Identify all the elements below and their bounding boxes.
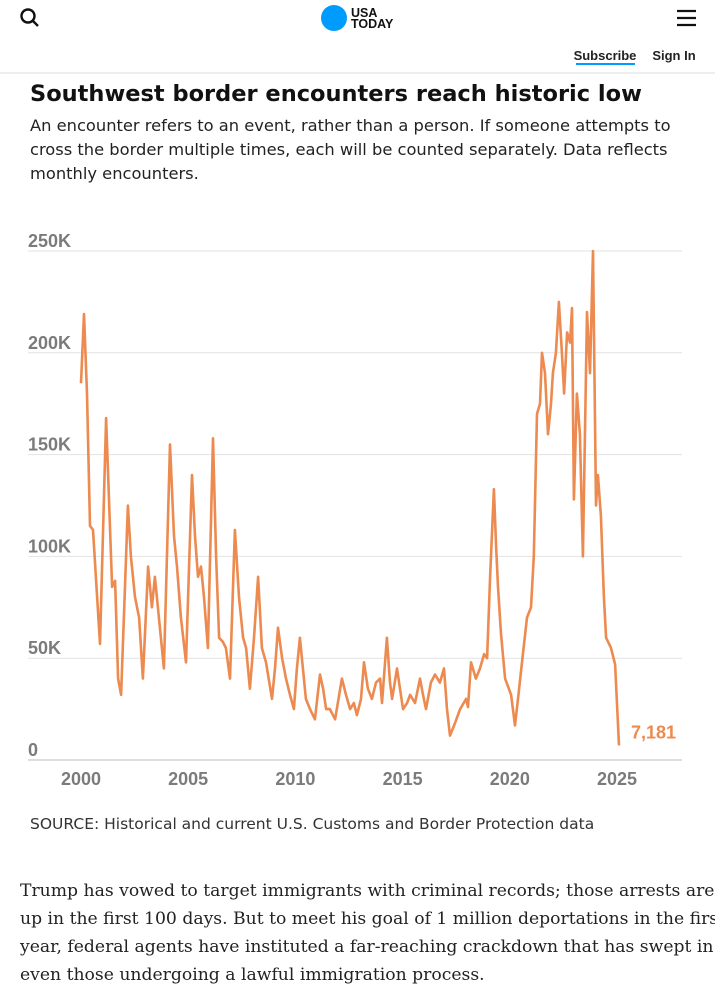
- y-tick-label: 150K: [28, 435, 71, 455]
- x-tick-label: 2010: [275, 769, 315, 789]
- x-tick-label: 2000: [61, 769, 101, 789]
- search-lens: [20, 8, 36, 24]
- y-tick-label: 250K: [28, 231, 71, 251]
- article-text: up in the first 100 days. But to meet hi…: [20, 909, 715, 929]
- search-icon[interactable]: [20, 8, 39, 27]
- logo-text: TODAY: [351, 17, 394, 31]
- y-tick-label: 200K: [28, 333, 71, 353]
- search-handle: [32, 20, 39, 27]
- data-line: [79, 249, 621, 746]
- x-tick-label: 2015: [383, 769, 423, 789]
- y-tick-label: 50K: [28, 638, 61, 658]
- x-tick-label: 2020: [490, 769, 530, 789]
- x-tick-label: 2025: [597, 769, 637, 789]
- chart-subtitle: cross the border multiple times, each wi…: [30, 140, 668, 159]
- y-tick-label: 0: [28, 740, 38, 760]
- x-tick-label: 2005: [168, 769, 208, 789]
- article-text: year, federal agents have instituted a f…: [19, 937, 713, 957]
- article-text: Trump has vowed to target immigrants wit…: [20, 881, 714, 901]
- logo-dot[interactable]: [321, 5, 347, 31]
- y-tick-label: 100K: [28, 536, 71, 556]
- logo-text: USA: [351, 6, 377, 20]
- chart-title: Southwest border encounters reach histor…: [30, 81, 642, 107]
- chart-source: SOURCE: Historical and current U.S. Cust…: [30, 815, 594, 833]
- menu-icon[interactable]: [677, 9, 696, 27]
- sign-in-link[interactable]: Sign In: [652, 48, 695, 63]
- subscribe-link[interactable]: Subscribe: [574, 48, 637, 63]
- article-text: even those undergoing a lawful immigrati…: [20, 965, 485, 985]
- chart-subtitle: monthly encounters.: [30, 164, 199, 183]
- chart-subtitle: An encounter refers to an event, rather …: [30, 116, 671, 135]
- last-value-label: 7,181: [631, 722, 676, 742]
